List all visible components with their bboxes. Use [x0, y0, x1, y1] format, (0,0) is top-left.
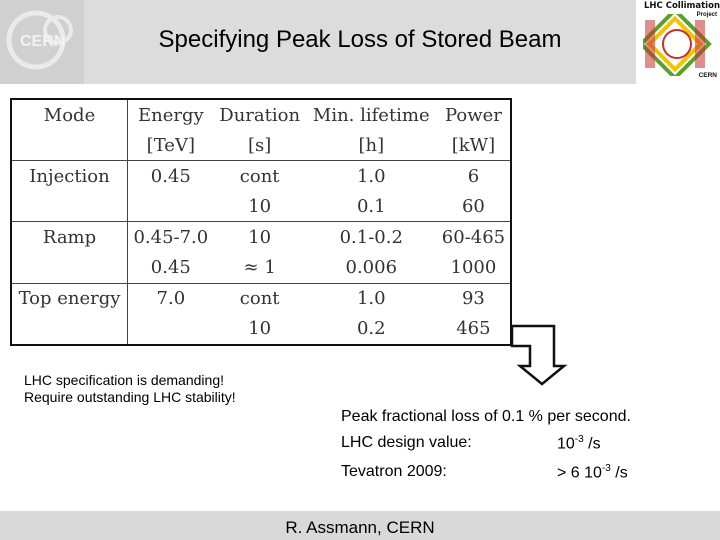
tevatron-value-exponent: -3: [601, 463, 611, 474]
note-line-1: LHC specification is demanding!: [24, 372, 224, 388]
unit-power: [kW]: [451, 134, 496, 156]
stability-note: LHC specification is demanding! Require …: [24, 372, 236, 406]
specification-table: Mode Energy Duration Min. lifetime Power…: [10, 98, 512, 346]
cell-energy: 0.45: [127, 160, 214, 192]
cell-mode: [12, 314, 128, 344]
cell-power: 465: [456, 318, 491, 340]
tevatron-value-base: > 6 10: [557, 464, 602, 482]
table-units-row: [TeV] [s] [h] [kW]: [12, 130, 510, 161]
collimation-logo-subtitle: Project: [696, 12, 717, 18]
cell-power: 1000: [450, 257, 497, 279]
table-row: 10 0.2 465: [12, 313, 510, 344]
peak-loss-text: Peak fractional loss of 0.1 % per second…: [341, 408, 631, 425]
cell-mode: Injection: [12, 160, 128, 192]
cell-energy: 0.45-7.0: [127, 221, 214, 253]
cell-energy: 7.0: [127, 282, 214, 314]
tevatron-value: > 6 10-3 /s: [557, 463, 628, 482]
unit-mode: [12, 130, 128, 161]
cell-lifetime: 1.0: [305, 160, 437, 192]
header-energy: Energy: [127, 100, 214, 131]
design-value-unit: /s: [583, 435, 601, 453]
unit-lifetime: [h]: [358, 134, 385, 156]
collimation-logo-title: LHC Collimation: [643, 1, 720, 11]
table-row: Injection 0.45 cont 1.0 6: [12, 160, 510, 192]
header-mode: Mode: [43, 104, 96, 126]
cell-mode: [12, 253, 128, 284]
header-lifetime: Min. lifetime: [312, 104, 430, 126]
cell-lifetime: 0.2: [356, 318, 386, 340]
lhc-design-label: LHC design value:: [341, 434, 472, 451]
table-row: 0.45 ≈ 1 0.006 1000: [12, 252, 510, 284]
cell-lifetime: 0.1-0.2: [305, 221, 437, 253]
lhc-collimation-logo: LHC Collimation Project CERN: [637, 0, 720, 84]
lhc-design-value: 10-3 /s: [557, 434, 601, 453]
table-row: Top energy 7.0 cont 1.0 93: [12, 282, 510, 314]
cell-mode: Ramp: [12, 221, 128, 253]
tevatron-label: Tevatron 2009:: [341, 463, 447, 480]
cell-duration: ≈ 1: [243, 257, 276, 279]
cell-mode: Top energy: [12, 282, 128, 314]
cell-lifetime: 1.0: [305, 282, 437, 314]
cell-lifetime: 0.006: [345, 257, 398, 279]
page-title: Specifying Peak Loss of Stored Beam: [158, 26, 562, 53]
design-value-base: 10: [557, 435, 575, 453]
cell-energy: [127, 313, 214, 344]
cell-duration: cont: [213, 282, 306, 314]
bent-arrow-icon: [510, 324, 568, 386]
cell-duration: 10: [248, 318, 272, 340]
cell-duration: 10: [213, 221, 306, 253]
cern-logo: CERN: [0, 0, 84, 84]
cell-duration: 10: [248, 195, 272, 217]
cell-power: 60: [461, 195, 485, 217]
note-line-2: Require outstanding LHC stability!: [24, 389, 236, 405]
collimator-diamond-icon: [643, 14, 712, 76]
cell-power: 6: [436, 160, 510, 192]
footer-bar: [0, 511, 720, 540]
unit-duration: [s]: [248, 134, 272, 156]
table-row: Ramp 0.45-7.0 10 0.1-0.2 60-465: [12, 221, 510, 253]
cern-logo-text: CERN: [20, 33, 65, 50]
unit-energy: [TeV]: [127, 130, 214, 161]
cern-logo-icon: CERN: [6, 10, 73, 70]
header-bar: CERN Specifying Peak Loss of Stored Beam: [0, 0, 636, 84]
table-header-row: Mode Energy Duration Min. lifetime Power: [12, 100, 510, 131]
collimation-logo-cern: CERN: [698, 72, 717, 79]
table-row: 10 0.1 60: [12, 191, 510, 222]
cell-energy: 0.45: [127, 252, 214, 284]
cell-energy: [127, 191, 214, 222]
header-power: Power: [444, 104, 502, 126]
header-duration: Duration: [219, 104, 301, 126]
tevatron-value-unit: /s: [610, 464, 628, 482]
cell-power: 60-465: [436, 221, 510, 253]
cell-duration: cont: [213, 160, 306, 192]
cell-power: 93: [436, 282, 510, 314]
cell-mode: [12, 191, 128, 222]
design-value-exponent: -3: [574, 434, 584, 445]
cell-lifetime: 0.1: [356, 195, 386, 217]
footer-author: R. Assmann, CERN: [285, 518, 435, 537]
